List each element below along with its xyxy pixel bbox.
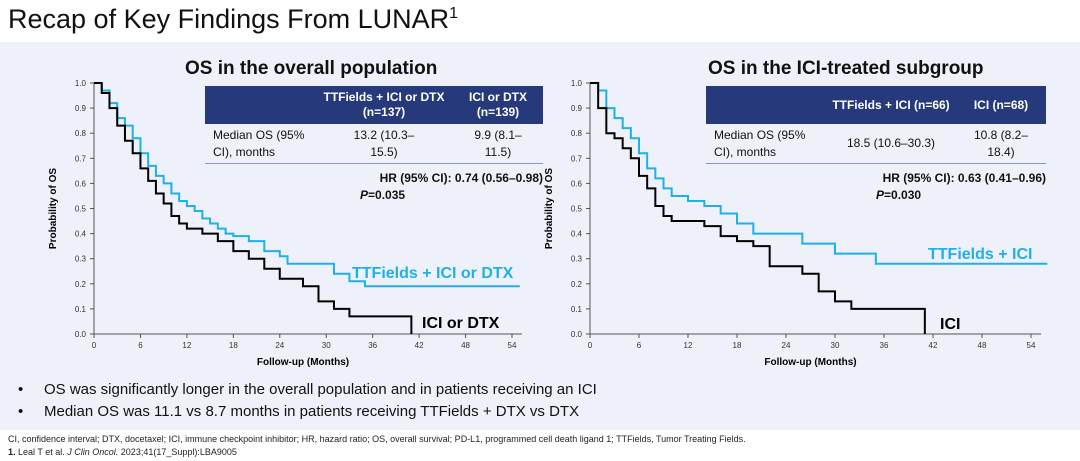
x-axis-label: Follow-up (Months) — [257, 357, 349, 368]
reference-authors: Leal T et al. — [18, 447, 65, 457]
col-header: TTFields + ICI (n=66) — [832, 97, 950, 112]
results-table-left: TTFields + ICI or DTX (n=137) ICI or DTX … — [205, 86, 543, 204]
x-tick-label: 54 — [1027, 341, 1036, 350]
series-label: TTFields + ICI or DTX — [352, 265, 514, 282]
x-tick-label: 36 — [368, 341, 377, 350]
hazard-ratio: HR (95% CI): 0.74 (0.56–0.98) — [379, 171, 543, 185]
bullet-item: • Median OS was 11.1 vs 8.7 months in pat… — [18, 403, 580, 420]
y-tick-label: 0.0 — [75, 330, 87, 339]
y-tick-label: 1.0 — [571, 79, 583, 88]
x-tick-label: 30 — [831, 341, 840, 350]
x-tick-label: 42 — [929, 341, 938, 350]
col-header: TTFields + ICI or DTX (n=137) — [323, 90, 445, 119]
cell: 10.8 (8.2–18.4) — [973, 127, 1029, 159]
y-tick-label: 0.2 — [571, 280, 583, 289]
y-tick-label: 0.9 — [571, 104, 583, 113]
y-tick-label: 0.3 — [571, 255, 583, 264]
y-tick-label: 1.0 — [75, 79, 87, 88]
y-tick-label: 0.7 — [75, 154, 87, 163]
km-curve-ttfields — [94, 82, 520, 288]
x-tick-label: 18 — [733, 341, 742, 350]
y-tick-label: 0.6 — [75, 179, 87, 188]
x-tick-label: 24 — [275, 341, 284, 350]
series-label: ICI — [940, 316, 960, 333]
bullet-item: • OS was significantly longer in the over… — [18, 381, 597, 398]
y-tick-label: 0.6 — [571, 179, 583, 188]
chart-title-left: OS in the overall population — [185, 58, 438, 79]
x-tick-label: 48 — [461, 341, 470, 350]
y-tick-label: 0.0 — [571, 330, 583, 339]
y-axis-label: Probability of OS — [544, 168, 555, 249]
y-tick-label: 0.9 — [75, 104, 87, 113]
col-header: ICI (n=68) — [973, 97, 1029, 112]
x-tick-label: 54 — [508, 341, 517, 350]
y-tick-label: 0.8 — [75, 129, 87, 138]
title-text: Recap of Key Findings From LUNAR — [8, 4, 450, 34]
chart-title-right: OS in the ICI-treated subgroup — [708, 58, 984, 79]
bullet-text: OS was significantly longer in the overa… — [44, 381, 597, 398]
x-axis-label: Follow-up (Months) — [764, 357, 856, 368]
x-tick-label: 0 — [588, 341, 593, 350]
series-label: TTFields + ICI — [928, 246, 1032, 263]
y-tick-label: 0.1 — [75, 305, 87, 314]
footnote: CI, confidence interval; DTX, docetaxel;… — [8, 434, 746, 444]
x-tick-label: 24 — [782, 341, 791, 350]
x-tick-label: 6 — [637, 341, 642, 350]
results-table-right: TTFields + ICI (n=66) ICI (n=68) Median O… — [706, 86, 1046, 204]
y-axis-label: Probability of OS — [48, 168, 59, 249]
bullet-text: Median OS was 11.1 vs 8.7 months in pati… — [44, 403, 580, 420]
p-value: P=0.035 — [360, 188, 406, 202]
km-curve-control — [94, 82, 413, 334]
series-label: ICI or DTX — [422, 315, 500, 332]
y-tick-label: 0.2 — [75, 280, 87, 289]
x-tick-label: 30 — [322, 341, 331, 350]
x-tick-label: 12 — [182, 341, 191, 350]
x-tick-label: 0 — [92, 341, 97, 350]
row-label: Median OS (95% CI), months — [714, 127, 806, 159]
y-tick-label: 0.8 — [571, 129, 583, 138]
x-tick-label: 36 — [880, 341, 889, 350]
y-tick-label: 0.4 — [571, 230, 583, 239]
p-value: P=0.030 — [876, 188, 922, 202]
x-tick-label: 42 — [415, 341, 424, 350]
y-tick-label: 0.7 — [571, 154, 583, 163]
y-tick-label: 0.5 — [571, 205, 583, 214]
km-curve-control — [590, 82, 926, 334]
reference-journal: J Clin Oncol. — [67, 447, 119, 457]
reference-number: 1. — [8, 447, 16, 457]
x-tick-label: 48 — [978, 341, 987, 350]
y-tick-label: 0.3 — [75, 255, 87, 264]
cell: 13.2 (10.3–15.5) — [353, 127, 415, 159]
hazard-ratio: HR (95% CI): 0.63 (0.41–0.96) — [882, 171, 1046, 185]
reference-details: 2023;41(17_Suppl):LBA9005 — [120, 447, 237, 457]
reference: 1. Leal T et al. J Clin Oncol. 2023;41(1… — [8, 447, 237, 457]
cell: 9.9 (8.1–11.5) — [474, 127, 522, 159]
x-tick-label: 12 — [684, 341, 693, 350]
y-tick-label: 0.4 — [75, 230, 87, 239]
x-tick-label: 6 — [138, 341, 143, 350]
row-label: Median OS (95% CI), months — [213, 127, 305, 159]
slide-title: Recap of Key Findings From LUNAR1 — [8, 4, 458, 35]
cell: 18.5 (10.6–30.3) — [846, 136, 936, 150]
col-header: ICI or DTX (n=139) — [468, 90, 527, 119]
x-tick-label: 18 — [229, 341, 238, 350]
title-superscript: 1 — [449, 5, 459, 22]
y-tick-label: 0.5 — [75, 205, 87, 214]
km-curve-ttfields — [590, 82, 1048, 265]
y-tick-label: 0.1 — [571, 305, 583, 314]
